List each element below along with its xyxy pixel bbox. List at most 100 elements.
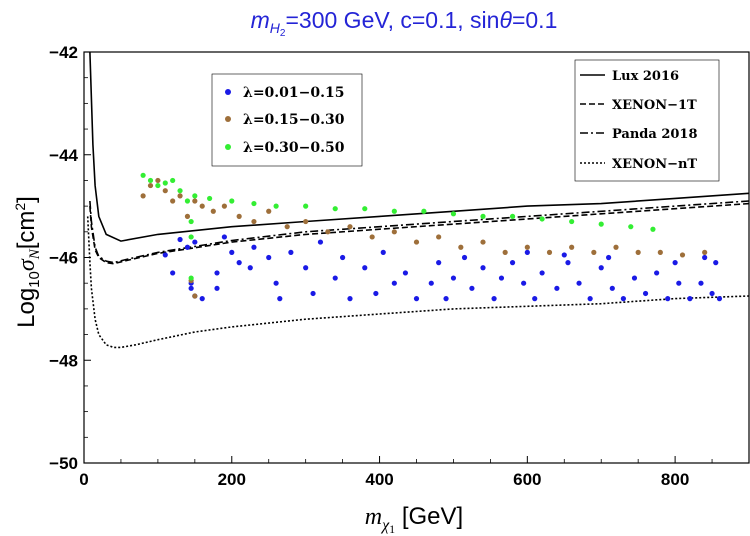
legend-marker-series-3 xyxy=(225,144,231,150)
scatter-point-series-1 xyxy=(654,270,660,276)
legend-label-xenonnt: XENON−nT xyxy=(612,157,697,172)
scatter-point-series-2 xyxy=(546,249,553,255)
scatter-point-series-1 xyxy=(606,254,612,261)
scatter-point-series-1 xyxy=(565,260,571,266)
scatter-point-series-3 xyxy=(251,200,257,207)
scatter-point-series-1 xyxy=(221,234,227,240)
y-tick-label: −42 xyxy=(49,43,78,62)
scatter-point-series-1 xyxy=(554,285,560,291)
limit-lines xyxy=(86,51,750,349)
scatter-point-series-2 xyxy=(369,234,375,240)
legend-label-series-2: λ=0.15−0.30 xyxy=(243,112,345,128)
scatter-point-series-2 xyxy=(199,203,205,209)
y-axis-label: Log10σN[cm2] xyxy=(12,196,43,328)
y-tick-label: −44 xyxy=(49,146,78,165)
scatter-point-series-1 xyxy=(698,280,704,286)
scatter-point-series-2 xyxy=(657,249,663,255)
scatter-point-series-1 xyxy=(229,249,235,255)
scatter-point-series-2 xyxy=(147,182,154,189)
scatter-point-series-2 xyxy=(155,177,161,184)
scatter-point-series-1 xyxy=(277,296,283,302)
scatter-point-series-3 xyxy=(303,203,309,209)
scatter-point-series-1 xyxy=(702,254,708,261)
lines-legend-box xyxy=(574,59,720,182)
scatter-point-series-3 xyxy=(273,203,279,209)
scatter-legend: λ=0.01−0.15 λ=0.15−0.30 λ=0.30−0.50 xyxy=(211,73,363,167)
scatter-point-series-1 xyxy=(288,249,294,255)
scatter-point-series-1 xyxy=(177,236,183,243)
scatter-point-series-3 xyxy=(539,216,545,222)
x-tick-label: 0 xyxy=(79,470,88,489)
scatter-point-series-1 xyxy=(672,260,678,266)
scatter-point-series-1 xyxy=(303,265,309,271)
scatter-point-series-1 xyxy=(347,296,353,302)
scatter-point-series-3 xyxy=(362,206,368,212)
scatter-point-series-1 xyxy=(631,275,638,281)
scatter-point-series-2 xyxy=(480,239,486,245)
scatter-point-series-1 xyxy=(450,275,457,281)
scatter-point-series-2 xyxy=(303,218,309,225)
scatter-point-series-2 xyxy=(170,198,176,204)
chart-title: mH2=300 GeV, c=0.1, sinθ=0.1 xyxy=(251,7,558,39)
scatter-point-series-2 xyxy=(502,249,508,255)
scatter-point-series-1 xyxy=(443,296,449,302)
legend-label-series-3: λ=0.30−0.50 xyxy=(243,140,345,156)
y-tick-label: −50 xyxy=(49,454,78,473)
y-tick-label: −46 xyxy=(49,249,78,268)
scatter-point-series-3 xyxy=(192,193,198,199)
scatter-point-series-1 xyxy=(184,244,191,250)
scatter-point-series-1 xyxy=(665,296,671,302)
scatter-point-series-2 xyxy=(192,293,198,299)
scatter-point-series-1 xyxy=(391,280,397,286)
scatter-point-series-1 xyxy=(713,260,719,266)
scatter-point-series-1 xyxy=(362,265,368,271)
scatter-point-series-1 xyxy=(509,260,516,266)
scatter-point-series-1 xyxy=(340,254,346,261)
legend-marker-series-1 xyxy=(225,89,231,95)
scatter-point-series-1 xyxy=(561,252,567,258)
scatter-point-series-3 xyxy=(628,224,634,230)
scatter-point-series-1 xyxy=(380,249,386,255)
lines-legend: Lux 2016 XENON−1T Panda 2018 XENON−nT xyxy=(574,59,720,182)
scatter-point-series-2 xyxy=(236,213,242,219)
x-tick-label: 200 xyxy=(218,470,246,489)
scatter-point-series-1 xyxy=(199,296,205,302)
scatter-point-series-1 xyxy=(247,265,253,271)
scatter-point-series-2 xyxy=(177,193,183,199)
scatter-point-series-1 xyxy=(428,280,434,286)
scatter-point-series-3 xyxy=(450,211,457,217)
x-axis-label: mχ1 [GeV] xyxy=(365,503,463,536)
scatter-point-series-1 xyxy=(587,296,593,302)
scatter-point-series-1 xyxy=(373,290,379,297)
scatter-point-series-3 xyxy=(332,206,338,212)
scatter-point-series-2 xyxy=(458,244,464,250)
scatter-point-series-2 xyxy=(436,234,442,240)
x-tick-label: 400 xyxy=(365,470,393,489)
scatter-legend-box xyxy=(211,73,363,167)
scatter-point-series-3 xyxy=(480,213,486,219)
scatter-point-series-2 xyxy=(413,239,420,245)
scatter-point-series-1 xyxy=(491,296,497,302)
scatter-point-series-1 xyxy=(436,260,442,266)
scatter-point-series-3 xyxy=(155,182,161,189)
limit-line-xenon-1t xyxy=(89,202,750,265)
scatter-point-series-1 xyxy=(716,296,723,302)
scatter-point-series-2 xyxy=(140,193,146,199)
scatter-point-series-3 xyxy=(188,218,194,225)
scatter-point-series-1 xyxy=(162,252,168,258)
scatter-point-series-3 xyxy=(650,226,656,232)
scatter-point-series-3 xyxy=(421,208,427,214)
scatter-point-series-2 xyxy=(325,229,331,235)
legend-label-lux: Lux 2016 xyxy=(612,69,679,84)
scatter-point-series-3 xyxy=(162,180,168,186)
scatter-point-series-3 xyxy=(391,208,397,214)
scatter-point-series-1 xyxy=(609,285,615,291)
scatter-point-series-1 xyxy=(332,275,338,281)
scatter-point-series-1 xyxy=(317,239,324,245)
scatter-point-series-3 xyxy=(177,188,183,194)
scatter-point-series-1 xyxy=(532,296,538,302)
scatter-point-series-1 xyxy=(521,280,527,286)
legend-label-panda: Panda 2018 xyxy=(612,127,698,142)
scatter-point-series-3 xyxy=(229,198,235,204)
